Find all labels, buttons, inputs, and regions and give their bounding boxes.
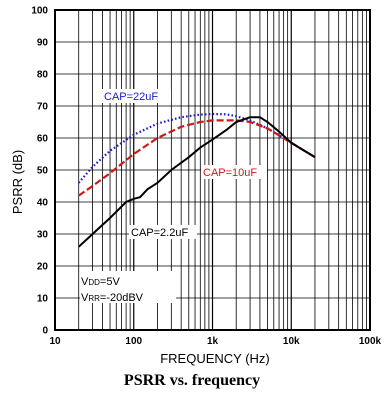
y-tick-label: 70 (37, 102, 49, 113)
chart-caption: PSRR vs. frequency (123, 372, 261, 389)
y-tick-label: 100 (31, 6, 48, 17)
annotation-cap-10uf: CAP=10uF (201, 165, 267, 179)
x-tick-label: 10 (49, 336, 61, 347)
series-line-cap-22uf (77, 112, 316, 184)
y-tick-label: 30 (37, 230, 49, 241)
condition-vrr: VRR=-20dBV (81, 292, 144, 304)
y-tick-label: 0 (42, 326, 48, 337)
plot-border (54, 9, 371, 331)
y-tick-label: 50 (37, 166, 49, 177)
x-tick-label: 100 (125, 336, 142, 347)
series-line-cap-10uf (78, 119, 316, 197)
series-line-cap-2-2uf (78, 116, 316, 248)
y-tick-label: 80 (37, 70, 49, 81)
chart-series (77, 112, 316, 248)
y-axis-label: PSRR (dB) (10, 150, 25, 214)
plot-frame (54, 9, 371, 331)
condition-vdd: VDD=5V (81, 276, 120, 288)
x-tick-label: 10k (283, 336, 300, 347)
annotation-cap-22uf-label: CAP=22uF (104, 91, 158, 103)
y-tick-label: 10 (37, 294, 49, 305)
x-axis-label: FREQUENCY (Hz) (160, 351, 270, 366)
y-tick-label: 20 (37, 262, 49, 273)
annotation-cap-22uf: CAP=22uF (101, 89, 171, 103)
x-axis-ticks: 10 100 1k 10k 100k (49, 336, 381, 347)
y-tick-label: 90 (37, 38, 49, 49)
y-tick-label: 40 (37, 198, 49, 209)
annotation-cap-10uf-label: CAP=10uF (203, 167, 257, 179)
y-tick-label: 60 (37, 134, 49, 145)
x-tick-label: 1k (207, 336, 219, 347)
y-axis-ticks: 0 10 20 30 40 50 60 70 80 90 100 (31, 6, 48, 337)
test-conditions: VDD=5V VRR=-20dBV (80, 271, 176, 304)
annotation-cap-2p2uf-label: CAP=2.2uF (131, 227, 188, 239)
x-tick-label: 100k (359, 336, 382, 347)
annotation-cap-2p2uf: CAP=2.2uF (129, 225, 197, 239)
